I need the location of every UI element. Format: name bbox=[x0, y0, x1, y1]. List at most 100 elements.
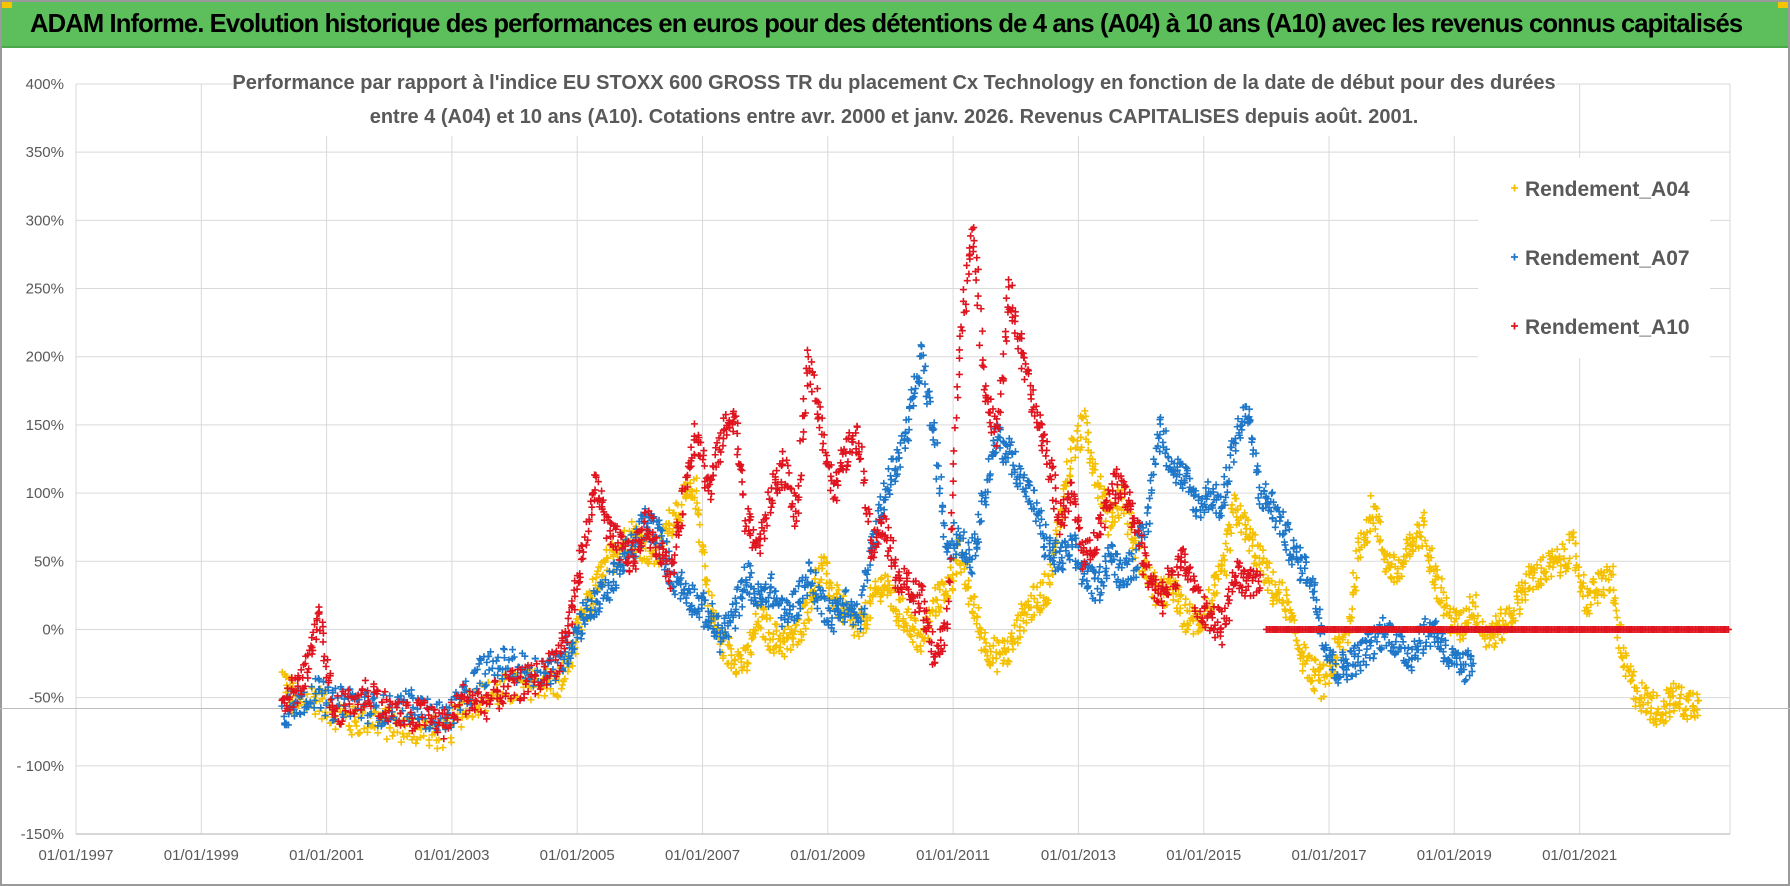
data-point bbox=[1605, 576, 1613, 584]
data-point bbox=[1310, 588, 1318, 596]
data-point bbox=[1042, 452, 1050, 460]
data-point bbox=[308, 683, 316, 691]
data-point bbox=[820, 554, 828, 562]
data-point bbox=[973, 254, 981, 262]
data-point bbox=[469, 713, 477, 721]
data-point bbox=[1490, 643, 1498, 651]
data-point bbox=[960, 565, 968, 573]
data-point bbox=[1585, 610, 1593, 618]
data-point bbox=[1569, 528, 1577, 536]
data-point bbox=[1276, 517, 1284, 525]
data-point bbox=[1576, 588, 1584, 596]
data-point bbox=[757, 624, 765, 632]
data-point bbox=[1312, 656, 1319, 664]
data-point bbox=[747, 569, 755, 577]
data-point bbox=[772, 587, 780, 595]
data-point bbox=[960, 528, 968, 536]
data-point bbox=[1670, 680, 1678, 688]
data-point bbox=[1663, 686, 1671, 694]
data-point bbox=[940, 580, 948, 588]
data-point bbox=[1084, 583, 1092, 591]
data-point bbox=[1181, 558, 1189, 566]
data-point bbox=[1084, 438, 1092, 446]
data-point bbox=[1227, 529, 1235, 537]
data-point bbox=[1040, 570, 1048, 578]
data-point bbox=[1294, 645, 1302, 653]
data-point bbox=[1112, 502, 1120, 510]
data-point bbox=[1315, 671, 1323, 679]
data-point bbox=[1091, 466, 1099, 474]
data-point bbox=[1231, 495, 1239, 503]
data-point bbox=[1181, 601, 1189, 609]
data-point bbox=[1220, 567, 1228, 575]
data-point bbox=[700, 548, 708, 556]
data-point bbox=[954, 394, 962, 402]
data-point bbox=[1062, 482, 1070, 490]
data-point bbox=[939, 503, 947, 511]
data-point bbox=[1427, 554, 1435, 562]
data-point bbox=[1169, 596, 1177, 604]
data-point bbox=[1521, 579, 1529, 587]
data-point bbox=[1609, 571, 1617, 579]
data-point bbox=[1022, 619, 1030, 627]
data-point bbox=[305, 665, 313, 673]
data-point bbox=[957, 323, 965, 331]
data-point bbox=[592, 574, 600, 582]
data-point bbox=[909, 638, 917, 646]
data-point bbox=[1363, 537, 1371, 545]
data-point bbox=[1302, 644, 1310, 652]
data-point bbox=[1610, 586, 1618, 594]
data-point bbox=[356, 729, 364, 737]
data-point bbox=[976, 624, 984, 632]
data-point bbox=[756, 549, 764, 557]
data-point bbox=[899, 595, 907, 603]
data-point bbox=[351, 717, 359, 725]
data-point bbox=[863, 621, 871, 629]
data-point bbox=[955, 346, 963, 354]
data-point bbox=[973, 613, 981, 621]
data-point bbox=[1236, 502, 1244, 510]
data-point bbox=[906, 627, 914, 635]
data-point bbox=[866, 599, 874, 607]
data-point bbox=[1076, 524, 1084, 532]
data-point bbox=[989, 659, 997, 667]
data-point bbox=[303, 668, 311, 676]
data-point bbox=[1044, 572, 1052, 580]
data-point bbox=[425, 736, 433, 744]
data-point bbox=[1159, 610, 1167, 618]
data-point bbox=[1333, 654, 1341, 662]
data-point bbox=[803, 346, 811, 354]
data-point bbox=[874, 585, 882, 593]
data-point bbox=[997, 390, 1005, 398]
data-point bbox=[829, 495, 837, 503]
data-point bbox=[1102, 517, 1110, 525]
data-point bbox=[964, 539, 972, 547]
data-point bbox=[924, 634, 932, 642]
data-point bbox=[1611, 600, 1619, 608]
data-point bbox=[679, 510, 687, 518]
header-corner-right bbox=[1778, 2, 1788, 8]
data-point bbox=[1289, 612, 1297, 620]
data-point bbox=[1642, 684, 1650, 692]
data-point bbox=[735, 612, 743, 620]
data-point bbox=[1336, 643, 1344, 651]
data-point bbox=[1030, 611, 1038, 619]
data-point bbox=[767, 503, 775, 511]
data-point bbox=[1612, 607, 1620, 615]
data-point bbox=[1222, 540, 1230, 548]
data-point bbox=[772, 627, 780, 635]
data-point bbox=[1471, 603, 1479, 611]
data-point bbox=[947, 563, 955, 571]
data-point bbox=[940, 596, 948, 604]
data-point bbox=[1024, 597, 1032, 605]
data-point bbox=[1078, 443, 1086, 451]
data-point bbox=[1245, 547, 1253, 555]
data-point bbox=[1223, 530, 1231, 538]
data-point bbox=[1407, 663, 1415, 671]
data-point bbox=[1572, 552, 1580, 560]
data-point bbox=[313, 691, 321, 699]
data-point bbox=[963, 261, 971, 269]
data-point bbox=[920, 367, 928, 375]
data-point bbox=[1221, 556, 1229, 564]
data-point bbox=[800, 428, 808, 436]
